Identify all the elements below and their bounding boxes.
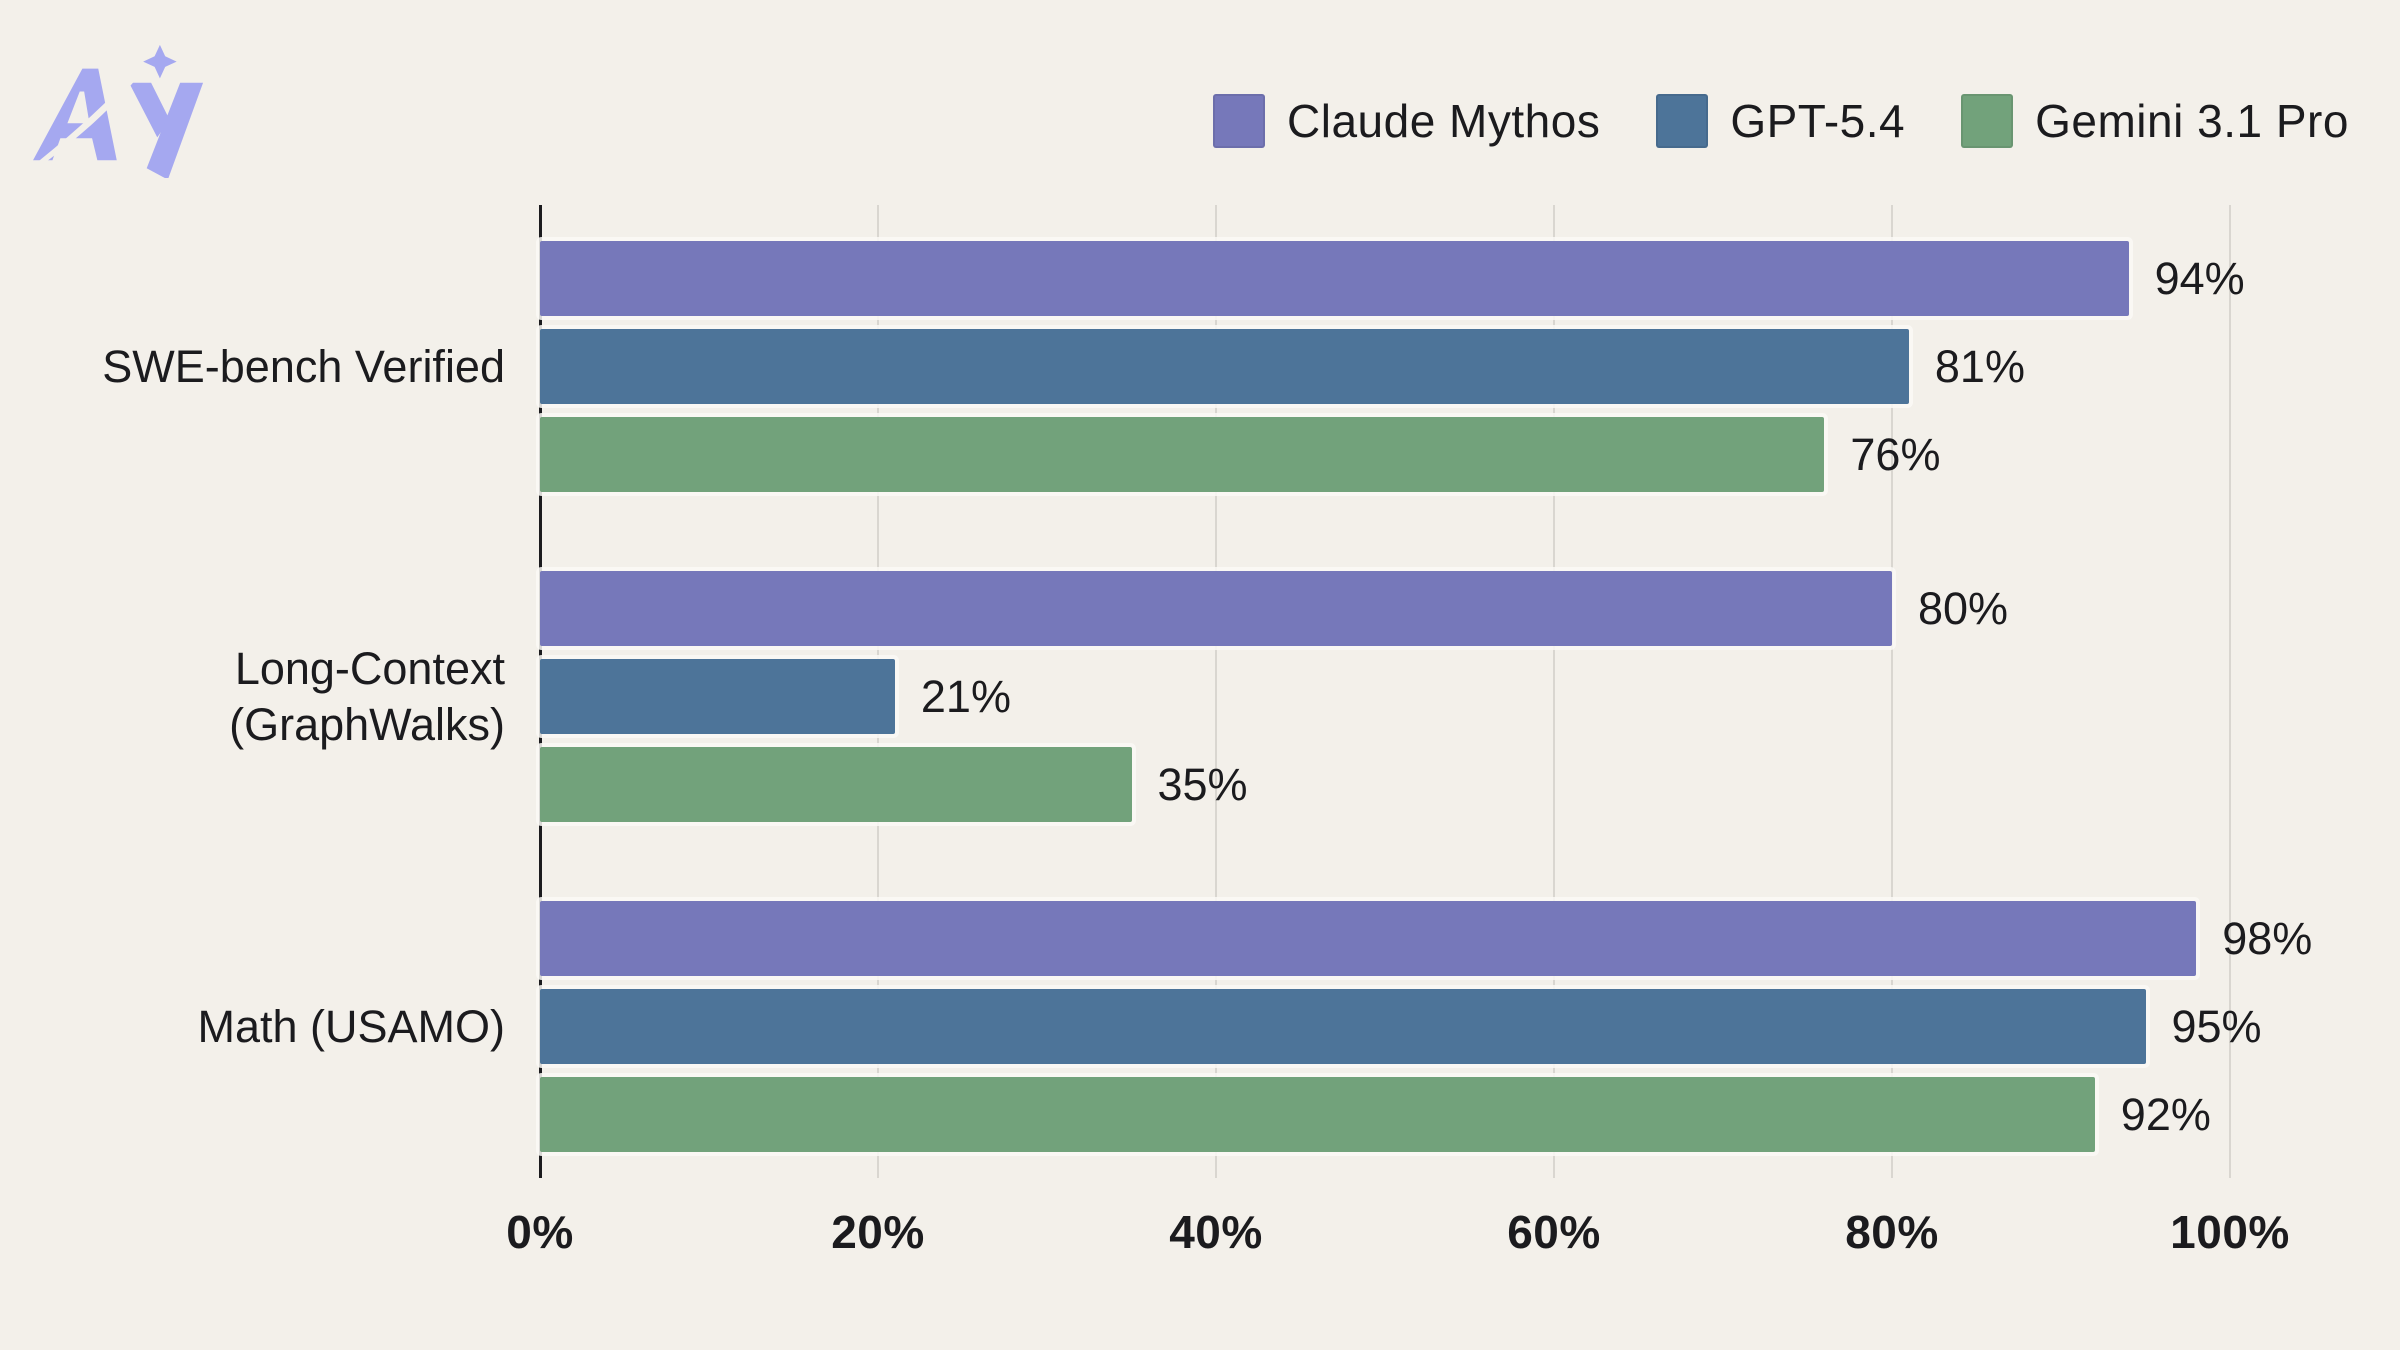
logo-swoosh xyxy=(26,54,154,175)
value-label-swe-bench-verified-claude-mythos: 94% xyxy=(2154,252,2245,304)
category-label-line: Long-Context xyxy=(234,642,505,694)
category-label-line: SWE-bench Verified xyxy=(102,340,505,392)
bar-swe-bench-verified-claude-mythos xyxy=(540,241,2129,316)
legend-label: Gemini 3.1 Pro xyxy=(2035,95,2349,147)
legend-swatch-gpt-5-4 xyxy=(1656,94,1709,148)
gridline-80 xyxy=(1891,205,1893,1178)
logo-star-icon xyxy=(143,44,177,79)
x-tick-label-100: 100% xyxy=(2170,1206,2290,1258)
legend-swatch-gemini-3-1-pro xyxy=(1961,94,2014,148)
chart-legend: Claude Mythos GPT-5.4 Gemini 3.1 Pro xyxy=(1213,94,2349,148)
category-label-line: Math (USAMO) xyxy=(197,1000,505,1052)
value-label-swe-bench-verified-gemini-3-1-pro: 76% xyxy=(1850,428,1941,480)
value-label-long-context-graphwalks-gemini-3-1-pro: 35% xyxy=(1157,758,1248,810)
category-label-math-usamo: Math (USAMO) xyxy=(60,999,505,1055)
bar-long-context-graphwalks-gpt-5-4 xyxy=(540,659,895,734)
value-label-long-context-graphwalks-gpt-5-4: 21% xyxy=(920,670,1011,722)
category-label-long-context-graphwalks: Long-Context (GraphWalks) xyxy=(60,641,505,753)
bar-math-usamo-claude-mythos xyxy=(540,901,2197,976)
gridline-40 xyxy=(1215,205,1217,1178)
x-tick-label-0: 0% xyxy=(506,1206,574,1258)
value-label-math-usamo-claude-mythos: 98% xyxy=(2222,912,2313,964)
legend-item-gpt-5-4: GPT-5.4 xyxy=(1656,94,1905,148)
x-tick-label-20: 20% xyxy=(831,1206,925,1258)
gridline-100 xyxy=(2229,205,2231,1178)
legend-item-claude-mythos: Claude Mythos xyxy=(1213,94,1600,148)
bar-math-usamo-gpt-5-4 xyxy=(540,989,2146,1064)
category-label-swe-bench-verified: SWE-bench Verified xyxy=(60,339,505,395)
x-tick-label-40: 40% xyxy=(1169,1206,1263,1258)
gridline-60 xyxy=(1553,205,1555,1178)
ay-logo xyxy=(26,44,204,178)
x-tick-label-80: 80% xyxy=(1845,1206,1939,1258)
value-label-long-context-graphwalks-claude-mythos: 80% xyxy=(1918,582,2009,634)
logo-letter-y-tail xyxy=(146,82,204,178)
bar-math-usamo-gemini-3-1-pro xyxy=(540,1077,2095,1152)
x-tick-label-60: 60% xyxy=(1507,1206,1601,1258)
category-label-line: (GraphWalks) xyxy=(229,698,505,750)
logo-letter-y xyxy=(129,82,170,138)
legend-label: GPT-5.4 xyxy=(1730,95,1906,147)
value-label-math-usamo-gemini-3-1-pro: 92% xyxy=(2120,1088,2211,1140)
value-label-swe-bench-verified-gpt-5-4: 81% xyxy=(1934,340,2025,392)
legend-label: Claude Mythos xyxy=(1287,95,1601,147)
bar-long-context-graphwalks-claude-mythos xyxy=(540,571,1892,646)
legend-swatch-claude-mythos xyxy=(1213,94,1265,148)
logo-letter-a xyxy=(33,68,117,161)
bar-swe-bench-verified-gpt-5-4 xyxy=(540,329,1909,404)
legend-item-gemini-3-1-pro: Gemini 3.1 Pro xyxy=(1961,94,2349,148)
bar-swe-bench-verified-gemini-3-1-pro xyxy=(540,417,1825,492)
value-label-math-usamo-gpt-5-4: 95% xyxy=(2171,1000,2262,1052)
bar-long-context-graphwalks-gemini-3-1-pro xyxy=(540,747,1132,822)
